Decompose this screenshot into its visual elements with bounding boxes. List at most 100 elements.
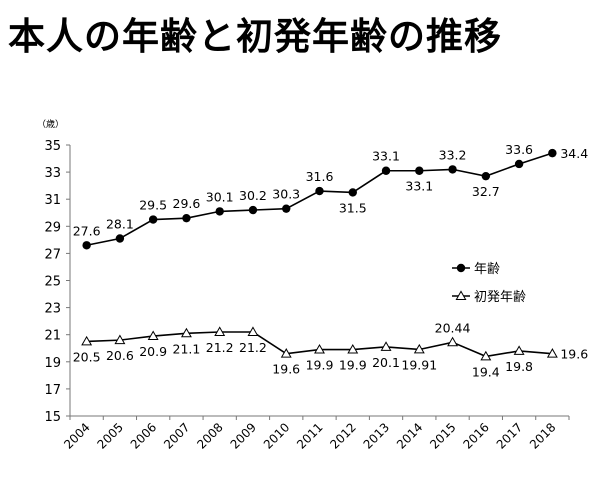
data-point xyxy=(381,166,391,175)
y-tick-label: 27 xyxy=(44,247,61,262)
data-point xyxy=(413,343,425,354)
data-point xyxy=(182,213,191,223)
data-point xyxy=(315,186,324,196)
data-point xyxy=(82,241,91,250)
data-label: 21.1 xyxy=(173,341,201,356)
x-tick-label: 2014 xyxy=(394,420,425,451)
data-label: 33.1 xyxy=(405,179,433,194)
data-label: 20.44 xyxy=(435,320,471,335)
chart-title: 本人の年齢と初発年齢の推移 xyxy=(8,15,502,58)
data-label: 19.9 xyxy=(306,358,334,373)
data-label: 34.4 xyxy=(560,146,588,161)
data-label: 21.2 xyxy=(239,340,267,355)
data-point xyxy=(548,148,557,158)
x-tick-label: 2011 xyxy=(294,420,325,451)
data-point xyxy=(81,335,93,346)
data-label: 28.1 xyxy=(106,216,134,231)
legend-marker xyxy=(455,290,467,300)
data-point xyxy=(380,341,392,351)
y-tick-label: 29 xyxy=(44,220,61,235)
data-point xyxy=(546,348,558,358)
legend-label: 初発年齢 xyxy=(474,290,526,305)
data-label: 19.8 xyxy=(505,359,533,374)
data-label: 20.1 xyxy=(372,355,400,370)
data-label: 20.9 xyxy=(139,344,167,359)
legend-marker xyxy=(456,263,466,273)
data-point xyxy=(447,336,459,347)
x-tick-label: 2004 xyxy=(61,420,92,451)
data-point xyxy=(282,204,291,213)
y-unit-label: （歳） xyxy=(37,118,64,130)
data-label: 30.2 xyxy=(239,188,267,203)
data-label: 33.1 xyxy=(372,149,400,164)
data-point xyxy=(448,165,457,174)
data-point xyxy=(215,207,224,216)
data-label: 31.5 xyxy=(339,200,367,215)
data-label: 33.6 xyxy=(505,142,533,157)
data-point xyxy=(481,171,491,181)
y-tick-label: 33 xyxy=(44,166,61,181)
data-label: 20.5 xyxy=(73,349,101,364)
y-tick-label: 21 xyxy=(44,329,61,344)
data-label: 19.91 xyxy=(401,357,437,372)
data-label: 32.7 xyxy=(472,184,500,199)
x-tick-label: 2015 xyxy=(427,420,458,451)
data-label: 31.6 xyxy=(306,169,334,184)
y-tick-label: 23 xyxy=(44,302,61,317)
data-point xyxy=(180,327,192,338)
x-tick-label: 2007 xyxy=(161,420,192,451)
data-label: 33.2 xyxy=(439,147,467,162)
data-point xyxy=(513,345,525,355)
legend-label: 年齢 xyxy=(474,262,500,277)
x-tick-label: 2017 xyxy=(494,420,525,451)
data-label: 29.6 xyxy=(173,196,201,211)
data-label: 27.6 xyxy=(73,223,101,238)
data-point xyxy=(247,326,259,336)
data-point xyxy=(314,343,325,354)
data-point xyxy=(147,330,159,341)
y-tick-label: 31 xyxy=(44,193,61,208)
data-point xyxy=(214,326,226,336)
data-point xyxy=(347,343,359,354)
data-point xyxy=(114,334,126,345)
data-label: 19.9 xyxy=(339,358,367,373)
x-tick-label: 2009 xyxy=(228,420,259,451)
x-tick-label: 2013 xyxy=(361,420,392,451)
data-label: 19.4 xyxy=(472,364,500,379)
x-tick-label: 2018 xyxy=(527,420,558,451)
data-label: 30.1 xyxy=(206,189,234,204)
y-tick-label: 25 xyxy=(44,275,61,290)
data-point xyxy=(248,205,258,215)
series-layer: 27.6 28.1 29.5 29.6 30.1 30.2 30.3 31.6 31.5 33.1… xyxy=(73,142,589,379)
y-tick-label: 19 xyxy=(44,356,61,371)
y-tick-label: 35 xyxy=(44,139,61,154)
x-tick-label: 2012 xyxy=(327,420,358,451)
x-tick-label: 2006 xyxy=(128,420,159,451)
series-age: 27.6 28.1 29.5 29.6 30.1 30.2 30.3 31.6 31.5 33.1… xyxy=(73,142,588,250)
x-tick-label: 2016 xyxy=(460,420,491,451)
data-label: 19.6 xyxy=(272,362,300,377)
legend-item-onset-age: 初発年齢 xyxy=(452,290,526,305)
data-label: 20.6 xyxy=(106,348,134,363)
data-point xyxy=(348,188,357,197)
data-point xyxy=(415,166,424,175)
data-label: 29.5 xyxy=(139,198,167,213)
x-tick-label: 2010 xyxy=(261,420,292,451)
series-onset-age: 20.5 20.6 20.9 21.1 21.2 21.2 19.6 19.9 19.9 20.1… xyxy=(73,320,589,379)
data-label: 30.3 xyxy=(272,187,300,202)
legend-item-age: 年齢 xyxy=(452,262,500,277)
data-point xyxy=(148,215,158,224)
x-tick-label: 2008 xyxy=(194,420,225,451)
y-tick-label: 17 xyxy=(44,383,61,398)
y-tick-label: 15 xyxy=(44,410,61,425)
data-point xyxy=(115,234,125,243)
data-point xyxy=(514,159,524,169)
data-label: 19.6 xyxy=(560,347,588,362)
data-label: 21.2 xyxy=(206,340,234,355)
data-point xyxy=(280,348,292,358)
data-point xyxy=(480,350,492,361)
x-tick-label: 2005 xyxy=(95,420,126,451)
